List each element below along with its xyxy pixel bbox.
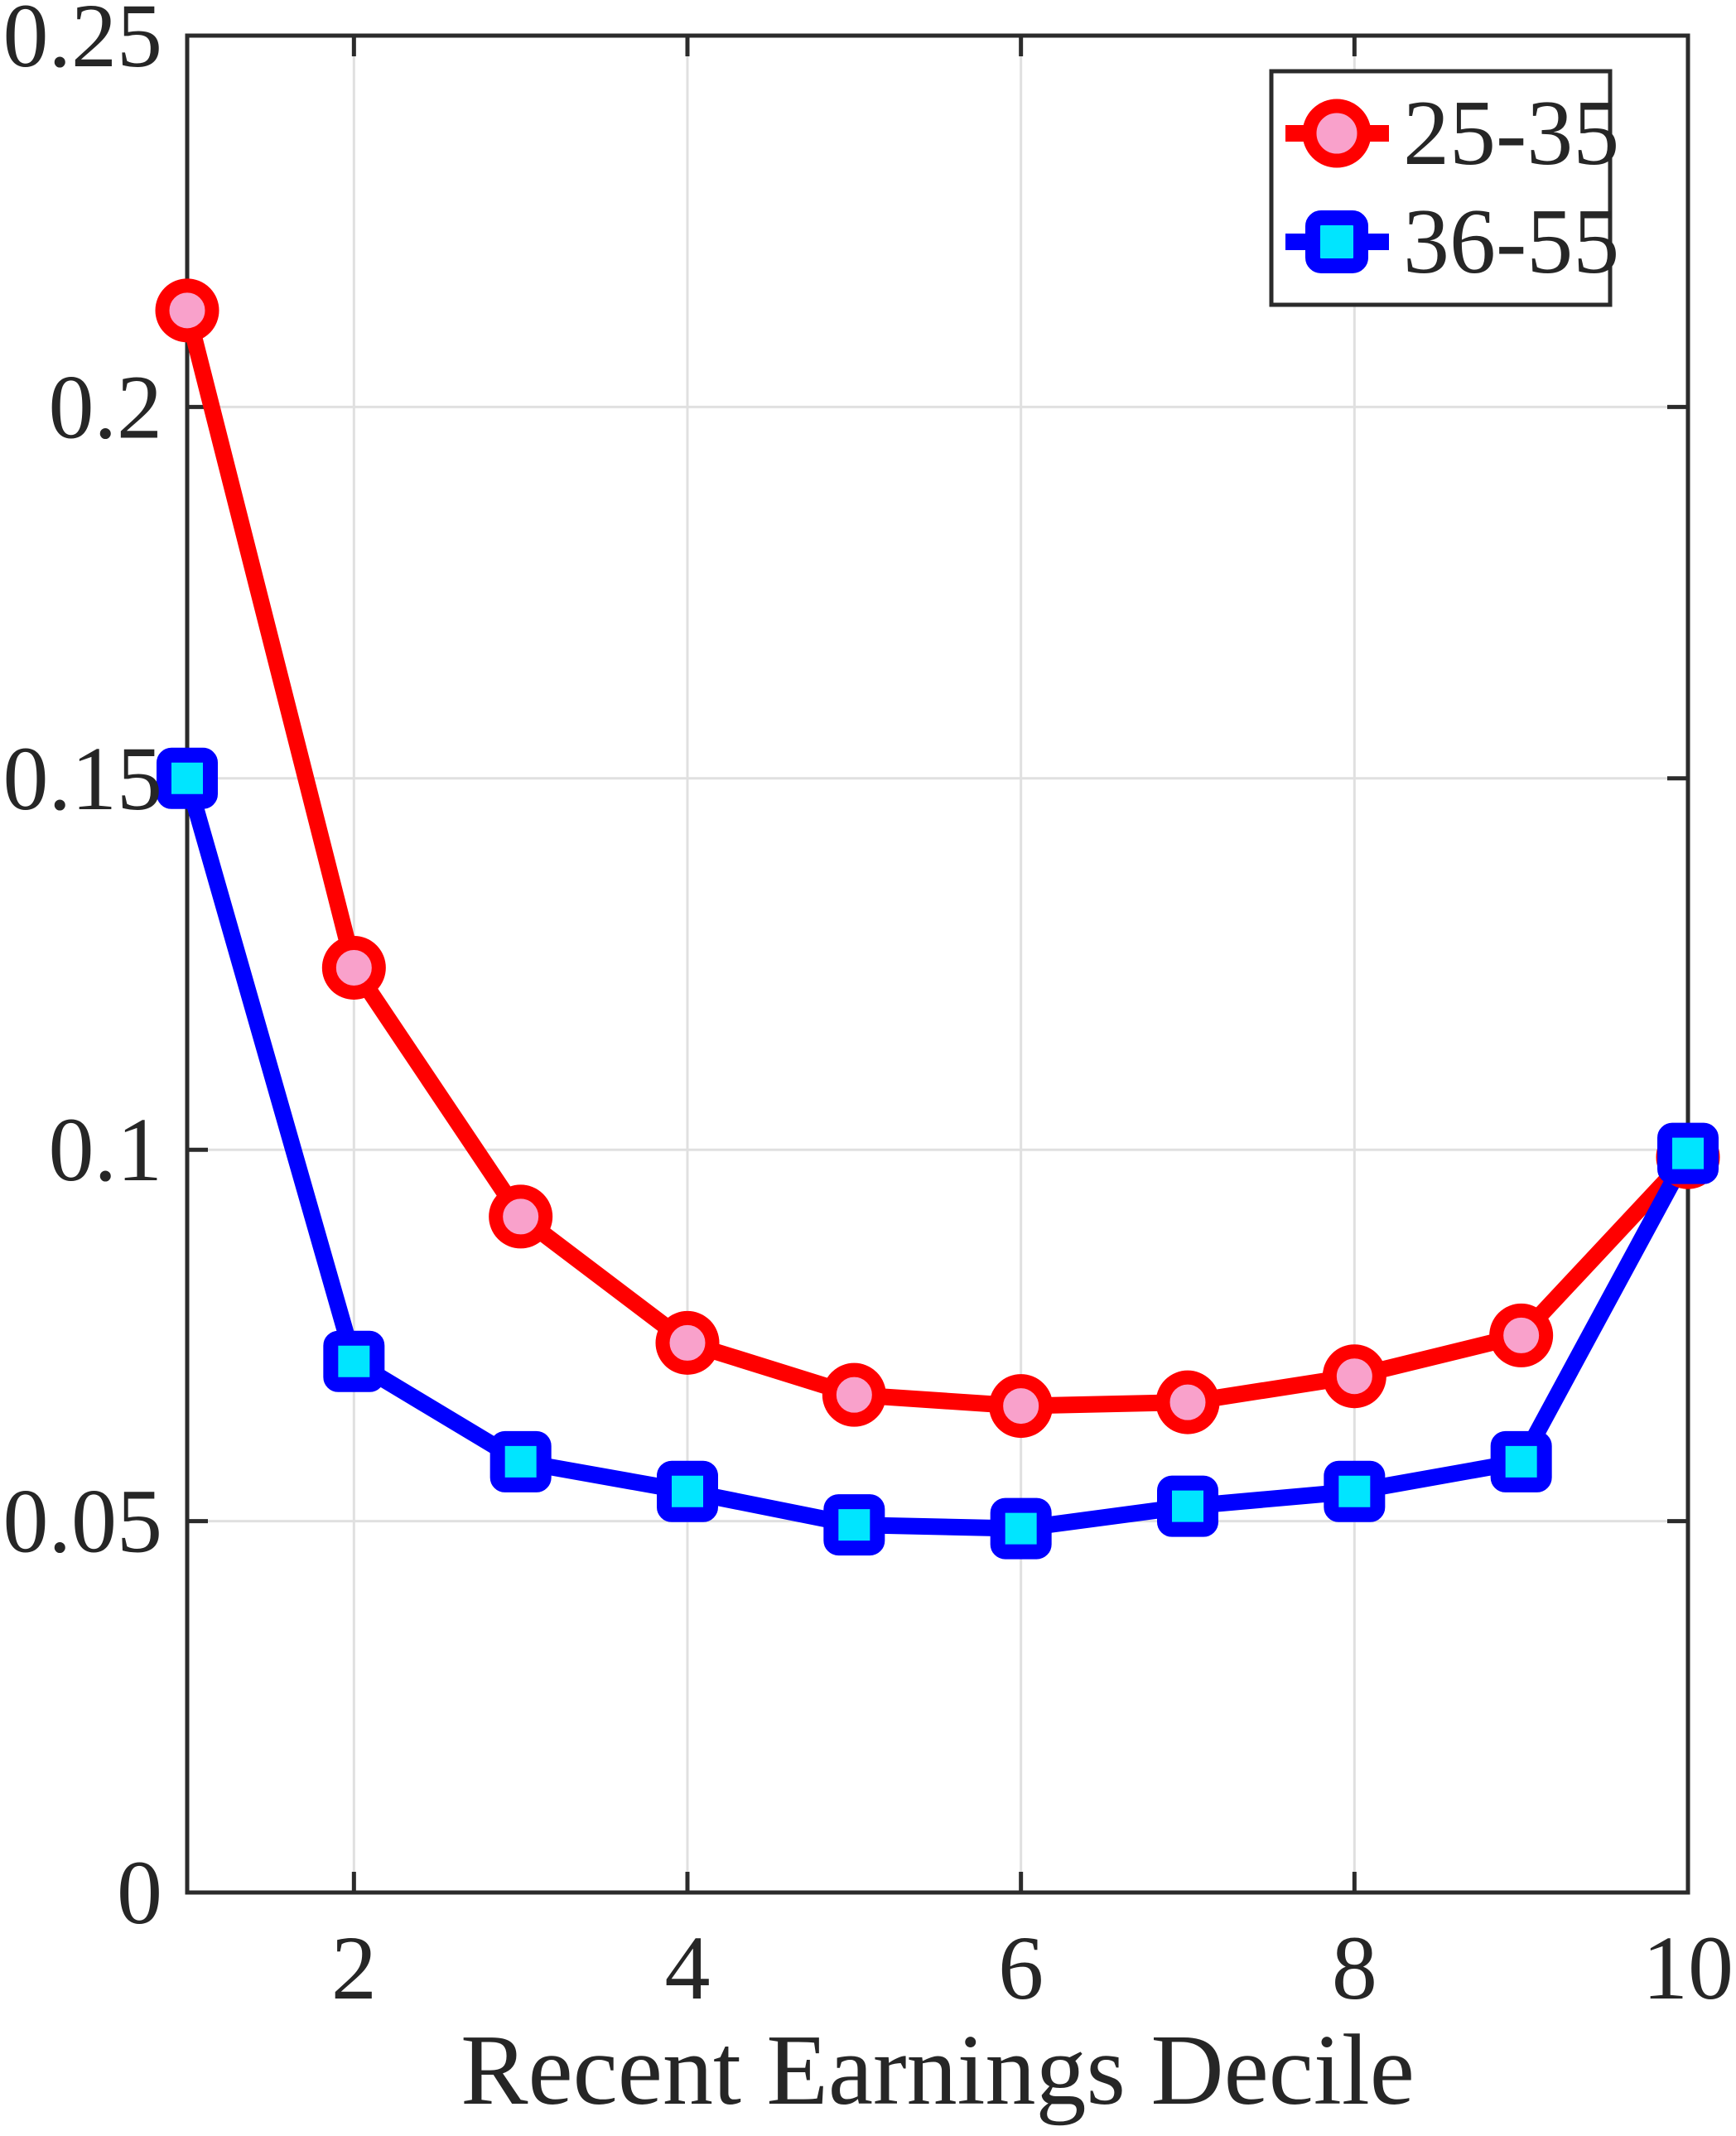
legend-entry-25-35: 25-35 [1285,82,1619,185]
data-point-circle-25-35 [1322,1344,1386,1409]
data-point-circle-25-35 [155,278,219,343]
axis-ticks [187,33,1690,1895]
data-point-circle-25-35 [1155,1370,1220,1434]
data-point-square-36-55 [990,1497,1052,1560]
series-line-25-35 [179,301,1696,1415]
data-point-square-36-55 [489,1430,552,1492]
legend-label-36-55: 36-55 [1403,190,1619,293]
legend-entry-36-55: 36-55 [1285,190,1619,293]
plot-frame [185,33,1690,1895]
data-point-circle-25-35 [1489,1303,1554,1367]
y-tick-label: 0.1 [49,1099,163,1200]
x-tick-label: 10 [1642,1917,1734,2018]
series-line-36-55 [179,769,1696,1537]
legend: 25-35 36-55 [1269,69,1619,307]
x-tick-labels: 2 4 6 8 10 [331,1917,1734,2018]
data-point-circle-25-35 [822,1362,886,1427]
x-tick-label: 6 [998,1917,1044,2018]
y-tick-label: 0.15 [3,728,163,829]
series-lines [179,301,1696,1537]
y-tick-label: 0.05 [3,1471,163,1572]
x-tick-label: 4 [665,1917,711,2018]
x-axis-title: Recent Earnings Decile [461,2014,1415,2126]
data-point-square-36-55 [823,1494,885,1556]
y-tick-label: 0.25 [3,0,163,86]
series-markers [155,278,1720,1560]
data-point-square-36-55 [1157,1475,1218,1537]
data-point-square-36-55 [1657,1122,1719,1184]
data-point-square-36-55 [323,1330,385,1392]
y-tick-labels: 0 0.05 0.1 0.15 0.2 0.25 [3,0,163,1943]
data-point-circle-25-35 [321,935,386,1000]
legend-label-25-35: 25-35 [1403,82,1619,185]
data-point-circle-25-35 [655,1310,720,1375]
data-point-circle-25-35 [489,1184,553,1249]
data-point-square-36-55 [1324,1460,1386,1522]
legend-circle-marker-icon [1302,99,1372,168]
data-point-square-36-55 [1490,1430,1552,1492]
axis-frame [185,33,1690,1895]
data-point-square-36-55 [157,747,218,809]
y-tick-label: 0 [117,1842,162,1943]
data-point-square-36-55 [657,1460,718,1522]
y-tick-label: 0.2 [49,356,163,457]
data-point-circle-25-35 [989,1374,1054,1439]
x-tick-label: 8 [1332,1917,1377,2018]
x-tick-label: 2 [331,1917,377,2018]
legend-square-marker-icon [1305,210,1368,273]
gridlines [187,36,1688,1893]
